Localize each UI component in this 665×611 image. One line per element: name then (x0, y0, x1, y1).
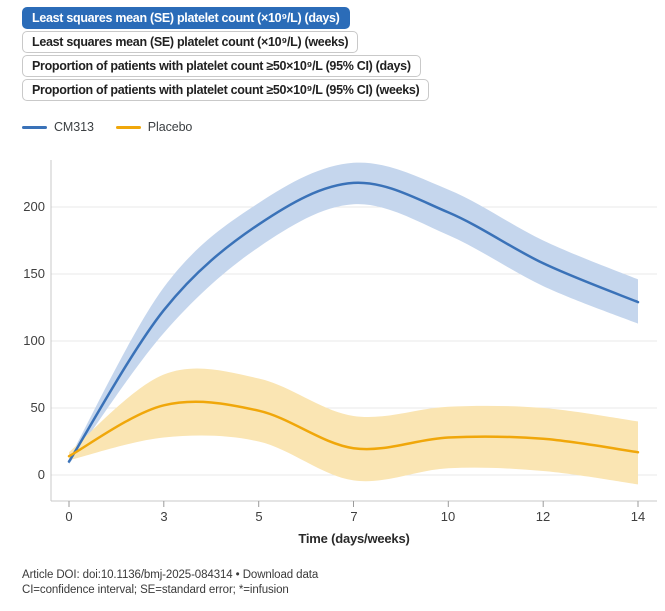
legend-item-placebo: Placebo (115, 120, 193, 134)
tab-proportion-days[interactable]: Proportion of patients with platelet cou… (22, 55, 421, 77)
x-axis-title: Time (days/weeks) (298, 531, 410, 546)
y-tick-label: 150 (23, 266, 45, 281)
legend-item-cm313: CM313 (22, 120, 94, 134)
tab-ls-mean-weeks[interactable]: Least squares mean (SE) platelet count (… (22, 31, 359, 53)
x-tick-label: 0 (65, 509, 73, 524)
legend-label-placebo: Placebo (147, 120, 193, 134)
doi-text: Article DOI: doi:10.1136/bmj-2025-084314… (22, 569, 243, 581)
y-tick-label: 0 (37, 467, 45, 482)
abbreviations-line: CI=confidence interval; SE=standard erro… (22, 584, 289, 596)
download-data-link[interactable]: Download data (242, 569, 319, 581)
x-tick-label: 14 (630, 509, 646, 524)
placebo-confidence-band (69, 368, 638, 485)
y-tick-label: 100 (23, 333, 45, 348)
legend-label-cm313: CM313 (54, 120, 94, 134)
legend: CM313 Placebo (22, 120, 192, 134)
footer: Article DOI: doi:10.1136/bmj-2025-084314… (22, 568, 318, 598)
x-tick-label: 7 (350, 509, 358, 524)
cm313-line (67, 181, 640, 463)
tab-ls-mean-days[interactable]: Least squares mean (SE) platelet count (… (22, 7, 350, 29)
placebo-line-swatch (115, 125, 141, 129)
x-tick-label: 5 (255, 509, 263, 524)
y-tick-label: 50 (30, 400, 45, 415)
tab-proportion-weeks[interactable]: Proportion of patients with platelet cou… (22, 79, 430, 101)
chart-view-tabs: Least squares mean (SE) platelet count (… (22, 7, 430, 103)
placebo-line (67, 400, 640, 458)
x-tick-label: 3 (160, 509, 168, 524)
y-tick-label: 200 (23, 199, 45, 214)
cm313-line-swatch (22, 125, 47, 129)
x-tick-label: 10 (440, 509, 456, 524)
x-tick-label: 12 (535, 509, 551, 524)
doi-line: Article DOI: doi:10.1136/bmj-2025-084314… (22, 568, 318, 583)
